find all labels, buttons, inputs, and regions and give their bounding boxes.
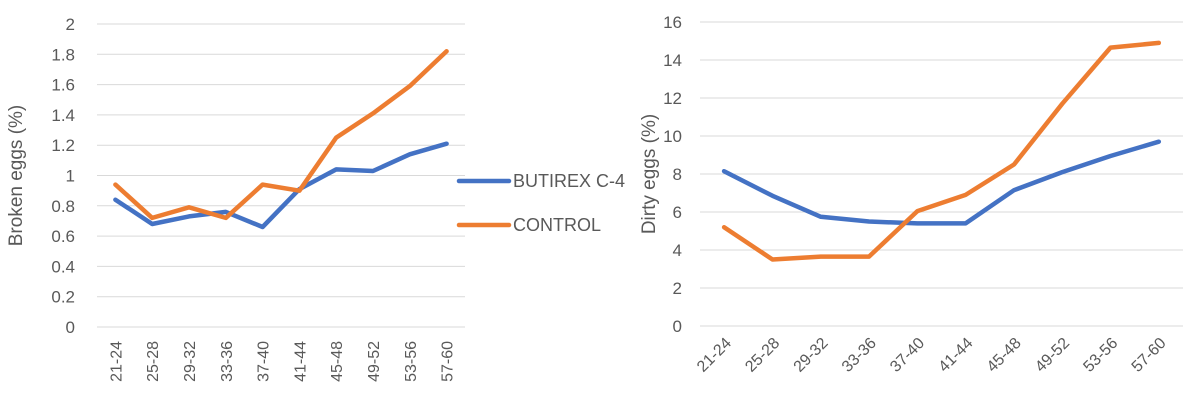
y-axis-label: Broken eggs (%) xyxy=(6,105,27,247)
series-line-control xyxy=(113,49,449,221)
x-tick-label: 37-40 xyxy=(887,335,928,376)
x-tick-label: 41-44 xyxy=(292,341,309,382)
x-tick-label: 49-52 xyxy=(366,341,383,382)
y-tick-label: 1 xyxy=(66,167,75,186)
y-tick-label: 1.6 xyxy=(51,76,75,95)
x-tick-label: 49-52 xyxy=(1032,335,1073,376)
y-axis-label: Dirty eggs (%) xyxy=(639,114,660,234)
x-tick-label: 41-44 xyxy=(936,335,977,376)
x-tick-label: 53-56 xyxy=(403,341,420,382)
y-tick-label: 2 xyxy=(66,15,75,34)
broken-eggs-chart: 0 0.2 0.4 0.6 0.8 1 1.2 1.4 1.6 1.8 2 Broken eggs (… xyxy=(6,15,625,382)
y-tick-label: 0.6 xyxy=(51,227,75,246)
x-tick-label: 37-40 xyxy=(256,341,273,382)
x-tick-label: 33-36 xyxy=(219,341,236,382)
x-tick-label: 45-48 xyxy=(984,335,1025,376)
y-tick-label: 6 xyxy=(673,203,682,222)
x-tick-label: 25-28 xyxy=(145,341,162,382)
y-tick-label: 12 xyxy=(663,89,682,108)
x-tick-label: 21-24 xyxy=(108,341,125,382)
series-line-control xyxy=(721,40,1162,262)
y-tick-label: 10 xyxy=(663,127,682,146)
y-tick-label: 1.2 xyxy=(51,136,75,155)
y-tick-label: 0.8 xyxy=(51,197,75,216)
y-tick-label: 2 xyxy=(673,279,682,298)
legend-label: CONTROL xyxy=(513,215,601,235)
y-tick-label: 0.2 xyxy=(51,288,75,307)
series-line-butirex-c4 xyxy=(721,139,1162,226)
y-tick-label: 16 xyxy=(663,13,682,32)
y-tick-label: 4 xyxy=(673,241,682,260)
y-tick-label: 1.4 xyxy=(51,106,75,125)
y-tick-label: 0 xyxy=(66,318,75,337)
y-tick-label: 1.8 xyxy=(51,45,75,64)
x-tick-label: 29-32 xyxy=(791,335,832,376)
legend-label: BUTIREX C-4 xyxy=(513,171,625,191)
y-tick-label: 14 xyxy=(663,51,682,70)
x-tick-label: 29-32 xyxy=(182,341,199,382)
series-line-butirex-c4 xyxy=(113,141,449,230)
x-tick-label: 57-60 xyxy=(440,341,457,382)
x-tick-label: 53-56 xyxy=(1080,335,1121,376)
x-tick-label: 57-60 xyxy=(1129,335,1170,376)
y-tick-label: 8 xyxy=(673,165,682,184)
y-tick-label: 0 xyxy=(673,317,682,336)
x-tick-label: 33-36 xyxy=(839,335,880,376)
x-tick-label: 21-24 xyxy=(694,335,735,376)
x-tick-label: 45-48 xyxy=(329,341,346,382)
dirty-eggs-chart: 0 2 4 6 8 10 12 14 16 Dirty eggs (%) 21-24 25-28 29-… xyxy=(639,13,1183,376)
y-tick-label: 0.4 xyxy=(51,257,75,276)
x-tick-label: 25-28 xyxy=(742,335,783,376)
